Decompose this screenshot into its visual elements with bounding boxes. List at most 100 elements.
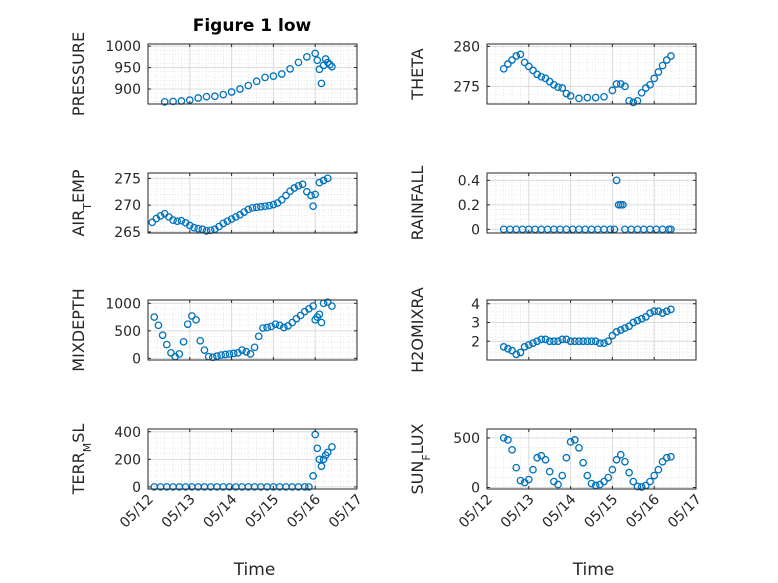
plot-area	[487, 173, 696, 233]
data-point	[508, 56, 516, 64]
data-point	[550, 80, 558, 89]
data-point	[583, 337, 592, 346]
data-point	[587, 337, 596, 346]
y-tick-label: 0.4	[458, 173, 480, 189]
data-point	[162, 340, 171, 349]
data-point	[616, 326, 625, 334]
data-point	[169, 97, 177, 106]
data-point	[242, 347, 251, 356]
data-point	[254, 332, 263, 341]
data-point	[562, 453, 571, 462]
data-point	[558, 335, 567, 344]
data-point	[616, 450, 625, 459]
y-tick-label: 0	[471, 222, 480, 238]
data-point	[261, 73, 269, 82]
subplot-theta: 275 280 THETA	[408, 39, 697, 107]
data-point	[662, 307, 671, 316]
data-point	[160, 98, 169, 106]
data-point	[516, 348, 525, 357]
data-point	[541, 455, 550, 464]
data-point	[265, 201, 274, 210]
data-point	[512, 52, 521, 60]
data-point	[612, 176, 621, 185]
x-tick-label: 05/14	[201, 491, 241, 531]
data-point	[248, 203, 257, 212]
data-point	[520, 58, 529, 67]
data-point	[213, 352, 221, 360]
data-point	[148, 218, 157, 227]
data-point	[512, 463, 521, 472]
data-point	[533, 70, 542, 79]
data-point	[587, 479, 596, 488]
data-point	[309, 472, 317, 480]
data-point	[238, 346, 246, 354]
data-point	[537, 72, 546, 81]
y-axis-label: PRESSURE	[69, 32, 88, 116]
data-point	[298, 180, 307, 189]
data-point	[252, 77, 261, 86]
data-point	[227, 215, 236, 223]
data-point	[633, 482, 642, 491]
data-point	[202, 227, 211, 235]
data-point	[554, 337, 562, 346]
data-point	[591, 93, 600, 102]
data-point	[654, 307, 663, 316]
axes-frame	[147, 43, 358, 105]
data-point	[504, 344, 512, 353]
data-point	[317, 318, 326, 327]
y-axis-label: SUNFLUX	[408, 423, 433, 494]
data-point	[566, 337, 575, 346]
data-point	[279, 323, 288, 332]
x-tick-label: 05/16	[284, 491, 324, 531]
data-point	[317, 79, 326, 88]
data-point	[227, 88, 236, 96]
data-point	[305, 483, 313, 491]
data-point	[583, 93, 592, 102]
axes-container: 900 950 1000 PRESSURE 275 280 THETA 265 270 275 AI…	[69, 32, 705, 580]
data-point	[309, 302, 317, 310]
data-point	[328, 443, 336, 451]
data-point	[667, 305, 675, 314]
data-point	[167, 348, 175, 357]
data-point	[211, 92, 219, 101]
data-point	[662, 56, 671, 64]
data-point	[244, 81, 253, 90]
data-point	[177, 216, 186, 225]
plot-area	[148, 44, 357, 104]
data-point	[323, 298, 332, 307]
axes-frame	[486, 299, 697, 361]
data-point	[662, 453, 671, 462]
data-point	[302, 53, 311, 61]
x-tick-label: 05/12	[456, 492, 496, 532]
data-point	[300, 483, 309, 491]
data-point	[313, 444, 322, 453]
data-point	[246, 350, 255, 358]
data-point	[290, 184, 299, 192]
data-point	[650, 471, 659, 480]
data-point	[600, 92, 608, 101]
data-point	[554, 83, 562, 92]
subplot-mixdepth: 0 500 1000 MIXDEPTH	[69, 288, 358, 372]
data-point	[179, 337, 188, 346]
subplot-terr_msl: 0 200 400 05/12 05/13 05/14 05/15 05/16 05/17 Tim…	[69, 424, 366, 580]
data-point	[637, 483, 646, 491]
data-point	[277, 195, 286, 204]
data-point	[570, 337, 579, 346]
data-point	[508, 346, 516, 355]
y-tick-label: 0	[471, 481, 480, 497]
data-point	[591, 337, 600, 346]
data-point	[633, 316, 642, 325]
data-point	[313, 56, 322, 65]
data-point	[616, 80, 625, 88]
data-point	[529, 339, 537, 347]
data-point	[309, 202, 317, 211]
y-axis-label: TERRMSL	[69, 424, 94, 496]
y-tick-label: 1000	[105, 296, 141, 312]
data-point	[328, 62, 336, 71]
data-point	[533, 453, 542, 462]
data-point	[625, 322, 633, 331]
data-point	[504, 436, 512, 444]
data-point	[261, 202, 269, 211]
data-point	[600, 477, 608, 486]
data-point	[612, 455, 621, 464]
